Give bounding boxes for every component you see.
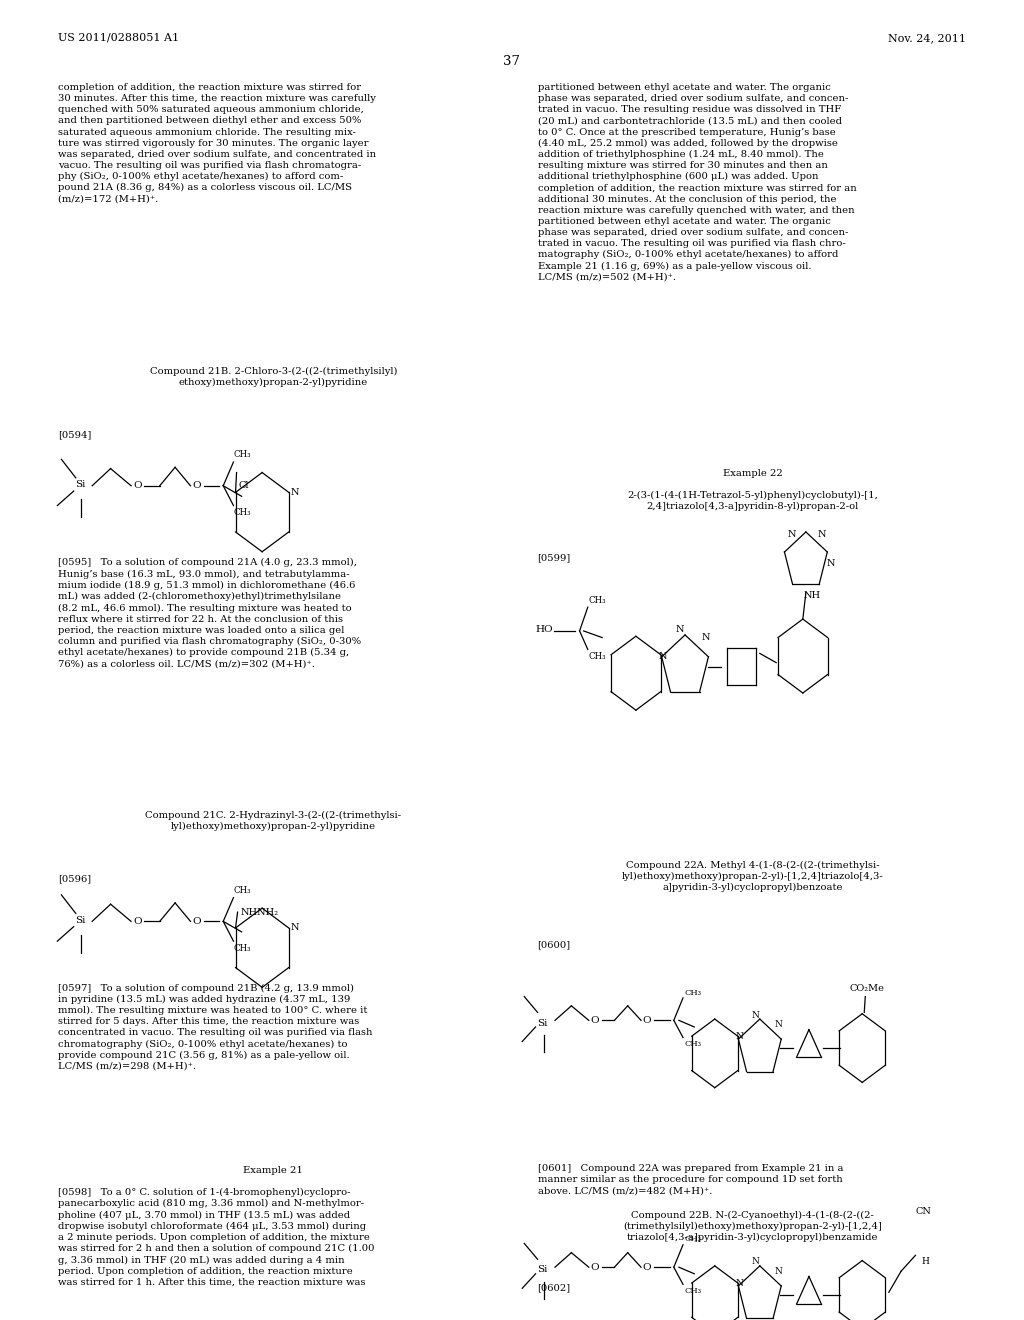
Text: O: O: [591, 1016, 599, 1024]
Text: [0598]   To a 0° C. solution of 1-(4-bromophenyl)cyclopro-
panecarboxylic acid (: [0598] To a 0° C. solution of 1-(4-bromo…: [58, 1188, 375, 1287]
Text: Si: Si: [75, 916, 85, 924]
Text: H: H: [922, 1258, 930, 1266]
Text: N: N: [736, 1032, 743, 1040]
Text: CH₃: CH₃: [684, 1236, 701, 1243]
Text: Compound 21B. 2-Chloro-3-(2-((2-(trimethylsilyl)
ethoxy)methoxy)propan-2-yl)pyri: Compound 21B. 2-Chloro-3-(2-((2-(trimeth…: [150, 367, 397, 387]
Text: N: N: [658, 652, 667, 660]
Text: Example 21: Example 21: [244, 1166, 303, 1175]
Text: CN: CN: [915, 1206, 932, 1216]
Text: CO₂Me: CO₂Me: [850, 983, 885, 993]
Text: N: N: [752, 1258, 760, 1266]
Text: O: O: [133, 482, 141, 490]
Text: [0594]: [0594]: [58, 430, 92, 440]
Text: N: N: [774, 1267, 782, 1275]
Text: O: O: [193, 917, 201, 925]
Text: O: O: [133, 917, 141, 925]
Text: HO: HO: [536, 626, 553, 634]
Text: CH₃: CH₃: [233, 886, 251, 895]
Text: CH₃: CH₃: [589, 595, 606, 605]
Text: N: N: [787, 531, 796, 539]
Text: CH₃: CH₃: [589, 652, 606, 661]
Text: CH₃: CH₃: [684, 989, 701, 997]
Text: [0600]: [0600]: [538, 940, 570, 949]
Text: N: N: [676, 626, 684, 634]
Text: partitioned between ethyl acetate and water. The organic
phase was separated, dr: partitioned between ethyl acetate and wa…: [538, 83, 856, 281]
Text: CH₃: CH₃: [684, 1287, 701, 1295]
Text: CH₃: CH₃: [233, 944, 251, 953]
Text: Si: Si: [538, 1019, 548, 1027]
Text: [0596]: [0596]: [58, 874, 91, 883]
Text: Si: Si: [538, 1266, 548, 1274]
Text: O: O: [643, 1263, 651, 1271]
Text: O: O: [591, 1263, 599, 1271]
Text: Compound 21C. 2-Hydrazinyl-3-(2-((2-(trimethylsi-
lyl)ethoxy)methoxy)propan-2-yl: Compound 21C. 2-Hydrazinyl-3-(2-((2-(tri…: [145, 810, 401, 830]
Text: [0602]: [0602]: [538, 1283, 570, 1292]
Text: [0595]   To a solution of compound 21A (4.0 g, 23.3 mmol),
Hunig’s base (16.3 mL: [0595] To a solution of compound 21A (4.…: [58, 558, 361, 668]
Text: Compound 22B. N-(2-Cyanoethyl)-4-(1-(8-(2-((2-
(trimethylsilyl)ethoxy)methoxy)pr: Compound 22B. N-(2-Cyanoethyl)-4-(1-(8-(…: [624, 1210, 882, 1242]
Text: completion of addition, the reaction mixture was stirred for
30 minutes. After t: completion of addition, the reaction mix…: [58, 83, 377, 203]
Text: N: N: [291, 924, 299, 932]
Text: [0597]   To a solution of compound 21B (4.2 g, 13.9 mmol)
in pyridine (13.5 mL) : [0597] To a solution of compound 21B (4.…: [58, 983, 373, 1071]
Text: CH₃: CH₃: [684, 1040, 701, 1048]
Text: N: N: [701, 634, 710, 642]
Text: N: N: [736, 1279, 743, 1287]
Text: N: N: [818, 531, 826, 539]
Text: NH: NH: [804, 591, 820, 599]
Text: O: O: [643, 1016, 651, 1024]
Text: Si: Si: [75, 480, 85, 488]
Text: N: N: [291, 488, 299, 496]
Text: N: N: [826, 560, 835, 568]
Text: 37: 37: [504, 55, 520, 69]
Text: N: N: [752, 1011, 760, 1019]
Text: CH₃: CH₃: [233, 450, 251, 459]
Text: Compound 22A. Methyl 4-(1-(8-(2-((2-(trimethylsi-
lyl)ethoxy)methoxy)propan-2-yl: Compound 22A. Methyl 4-(1-(8-(2-((2-(tri…: [622, 861, 884, 892]
Text: US 2011/0288051 A1: US 2011/0288051 A1: [58, 33, 179, 44]
Text: N: N: [774, 1020, 782, 1028]
Text: Cl: Cl: [239, 480, 249, 490]
Text: Example 22: Example 22: [723, 469, 782, 478]
Text: Nov. 24, 2011: Nov. 24, 2011: [888, 33, 966, 44]
Text: CH₃: CH₃: [233, 508, 251, 517]
Text: [0599]: [0599]: [538, 553, 570, 562]
Text: 2-(3-(1-(4-(1H-Tetrazol-5-yl)phenyl)cyclobutyl)-[1,
2,4]triazolo[4,3-a]pyridin-8: 2-(3-(1-(4-(1H-Tetrazol-5-yl)phenyl)cycl…: [628, 491, 878, 511]
Text: [0601]   Compound 22A was prepared from Example 21 in a
manner similar as the pr: [0601] Compound 22A was prepared from Ex…: [538, 1164, 843, 1196]
Text: O: O: [193, 482, 201, 490]
Text: NHNH₂: NHNH₂: [241, 908, 279, 917]
